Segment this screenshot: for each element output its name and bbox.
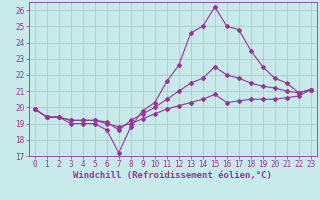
X-axis label: Windchill (Refroidissement éolien,°C): Windchill (Refroidissement éolien,°C) xyxy=(73,171,272,180)
